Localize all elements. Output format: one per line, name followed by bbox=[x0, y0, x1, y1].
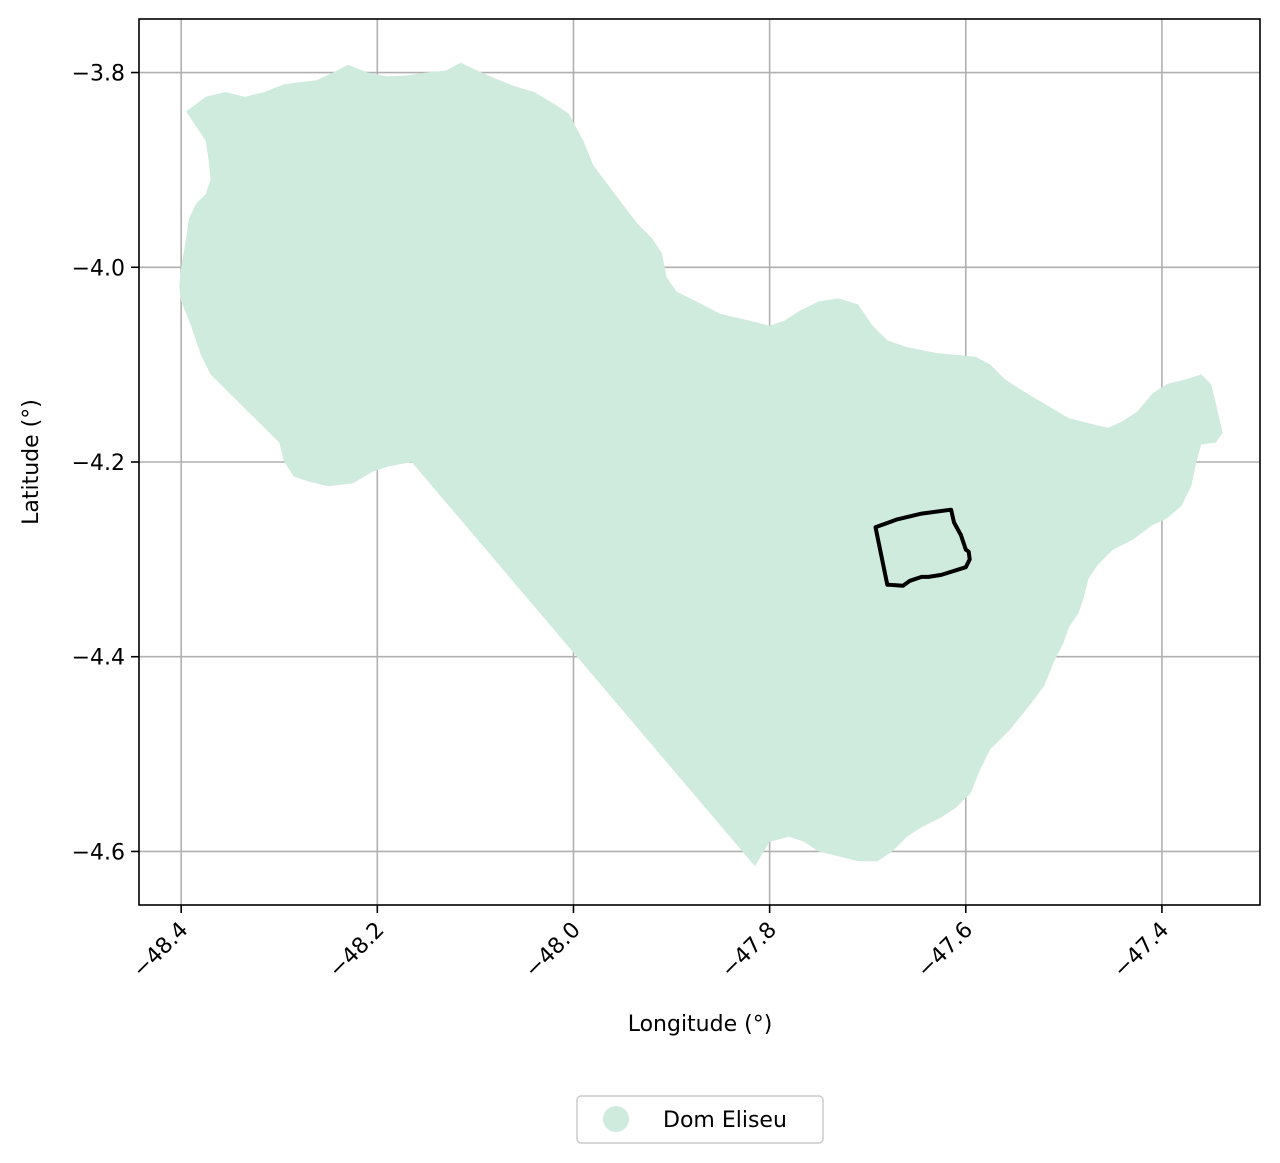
y-tick-label-3: −4.4 bbox=[72, 646, 125, 671]
y-axis-label: Latitude (°) bbox=[19, 399, 44, 525]
y-tick-label-1: −4.0 bbox=[72, 256, 125, 281]
legend-marker bbox=[603, 1106, 629, 1132]
y-tick-label-2: −4.2 bbox=[72, 451, 125, 476]
x-axis-label: Longitude (°) bbox=[628, 1012, 773, 1037]
y-tick-label-4: −4.6 bbox=[72, 840, 125, 865]
legend-box bbox=[576, 1095, 824, 1144]
legend-label: Dom Eliseu bbox=[663, 1108, 787, 1133]
dom-eliseu-region bbox=[179, 62, 1223, 867]
y-axis-ticks: −3.8 −4.0 −4.2 −4.4 −4.6 bbox=[72, 62, 139, 865]
inner-boundary-outline bbox=[873, 507, 972, 588]
legend: Dom Eliseu bbox=[576, 1095, 824, 1144]
y-tick-label-0: −3.8 bbox=[72, 62, 125, 87]
